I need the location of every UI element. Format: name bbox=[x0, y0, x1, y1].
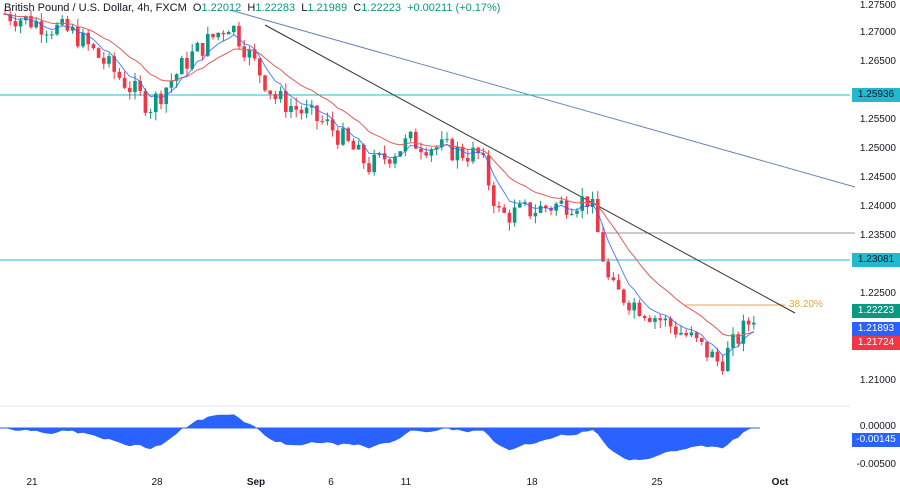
oscillator-area bbox=[0, 414, 757, 461]
price-label: 1.27500 bbox=[859, 0, 896, 11]
time-label: 28 bbox=[151, 477, 163, 488]
price-label: 1.24500 bbox=[859, 172, 896, 183]
ema-fast-line bbox=[4, 13, 755, 357]
ema-slow-line bbox=[4, 13, 754, 338]
close-value: 1.22223 bbox=[361, 2, 401, 14]
time-label: 25 bbox=[651, 477, 663, 488]
price-label: 1.22500 bbox=[859, 288, 896, 299]
time-label: 18 bbox=[526, 477, 538, 488]
price-label: 1.23500 bbox=[859, 230, 896, 241]
time-label: Sep bbox=[246, 477, 266, 488]
open-value: 1.22012 bbox=[201, 2, 242, 14]
low-value: 1.21989 bbox=[307, 2, 348, 14]
symbol-title: British Pound / U.S. Dollar, 4h, FXCM bbox=[4, 2, 187, 14]
time-label: 11 bbox=[400, 477, 412, 488]
oscillator-label: -0.00500 bbox=[856, 459, 896, 470]
trendline-blue[interactable] bbox=[229, 9, 856, 188]
level-upper-tag: 1.25936 bbox=[852, 88, 900, 102]
candlestick-series bbox=[3, 8, 756, 375]
trendline-dark[interactable] bbox=[264, 24, 796, 314]
price-label: 1.25000 bbox=[859, 143, 896, 154]
time-label: Oct bbox=[771, 477, 789, 488]
price-label: 1.25500 bbox=[859, 114, 896, 125]
symbol-legend: British Pound / U.S. Dollar, 4h, FXCM O1… bbox=[4, 2, 501, 14]
oscillator-label: 0.00000 bbox=[859, 421, 896, 432]
fib-label: 38.20% bbox=[789, 299, 823, 310]
ema-slow-tag: 1.21724 bbox=[852, 336, 900, 350]
price-label: 1.24000 bbox=[859, 201, 896, 212]
level-lower-tag: 1.23081 bbox=[852, 253, 900, 267]
price-label: 1.26500 bbox=[859, 56, 896, 67]
price-label: 1.27000 bbox=[859, 27, 896, 38]
change-value: +0.00211 (+0.17%) bbox=[407, 2, 501, 14]
price-label: 1.21000 bbox=[859, 375, 896, 386]
time-label: 6 bbox=[328, 477, 334, 488]
time-label: 21 bbox=[26, 477, 38, 488]
ema-fast-tag: 1.21893 bbox=[852, 322, 900, 336]
high-value: 1.22283 bbox=[255, 2, 296, 14]
last-price-tag: 1.22223 bbox=[852, 304, 900, 318]
oscillator-current-tag: -0.00145 bbox=[852, 433, 900, 447]
